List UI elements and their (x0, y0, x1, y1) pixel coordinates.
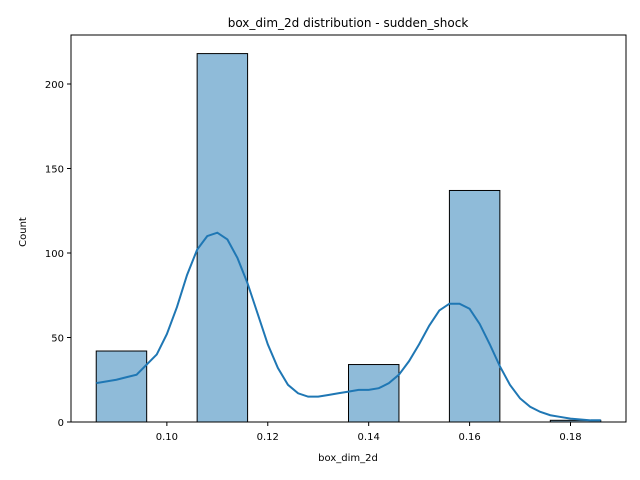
histogram-bar (348, 364, 400, 423)
x-tick-label: 0.18 (559, 432, 581, 443)
axes-frame (70, 34, 627, 423)
histogram-bar (95, 350, 148, 423)
y-tick-label: 200 (45, 80, 64, 91)
y-tick-label: 150 (45, 165, 64, 176)
x-axis-label: box_dim_2d (318, 453, 378, 464)
y-tick-label: 100 (45, 249, 64, 260)
x-tick-label: 0.14 (358, 432, 380, 443)
histogram-bars (95, 53, 602, 423)
histogram-bar (196, 53, 249, 423)
plot-frame (70, 34, 627, 423)
x-tick-label: 0.16 (458, 432, 480, 443)
y-tick-label: 50 (51, 334, 64, 345)
y-axis-ticks: 0 50 100 150 200 (45, 80, 71, 429)
x-tick-label: 0.10 (156, 432, 178, 443)
x-tick-label: 0.12 (257, 432, 279, 443)
kde-curve (96, 231, 601, 422)
chart-title: box_dim_2d distribution - sudden_shock (228, 16, 469, 30)
histogram-bar (448, 189, 501, 423)
x-axis-ticks: 0.10 0.12 0.14 0.16 0.18 (156, 422, 582, 443)
y-tick-label: 0 (58, 418, 64, 429)
y-axis-label: Count (18, 217, 29, 247)
